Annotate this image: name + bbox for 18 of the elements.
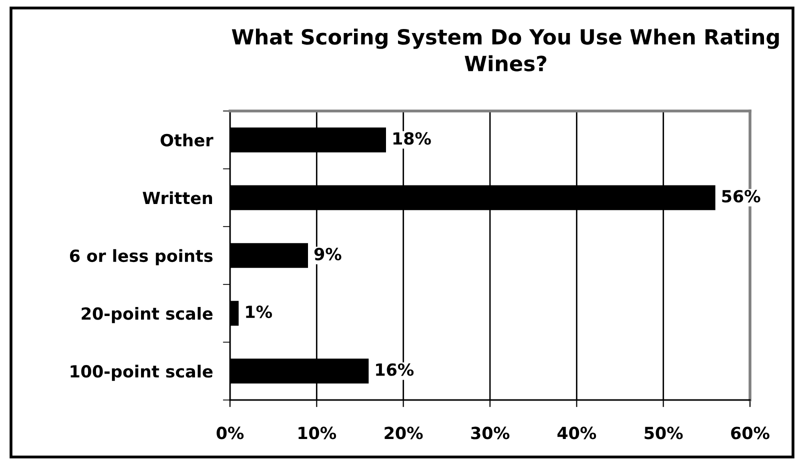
x-tick-label: 0% <box>216 426 244 440</box>
y-tick-label: 20-point scale <box>82 306 213 324</box>
data-label: 16% <box>376 363 414 376</box>
y-tick-label: 6 or less points <box>70 249 213 266</box>
y-tick-label: Other <box>160 134 214 146</box>
data-label: 56% <box>722 190 760 203</box>
chart-title: What Scoring System Do You Use When Rating Wines? <box>232 28 779 72</box>
data-label: 1% <box>246 306 272 318</box>
x-tick-label: 60% <box>731 426 770 440</box>
data-label: 9% <box>314 248 342 260</box>
x-tick-label: 10% <box>298 426 336 440</box>
x-tick-label: 40% <box>557 426 596 440</box>
data-label: 18% <box>393 132 431 145</box>
x-tick-label: 20% <box>384 426 423 440</box>
x-tick-label: 50% <box>644 426 683 440</box>
x-tick-label: 30% <box>471 426 510 440</box>
y-tick-label: 100-point scale <box>70 364 213 381</box>
y-tick-label: Written <box>142 191 212 204</box>
